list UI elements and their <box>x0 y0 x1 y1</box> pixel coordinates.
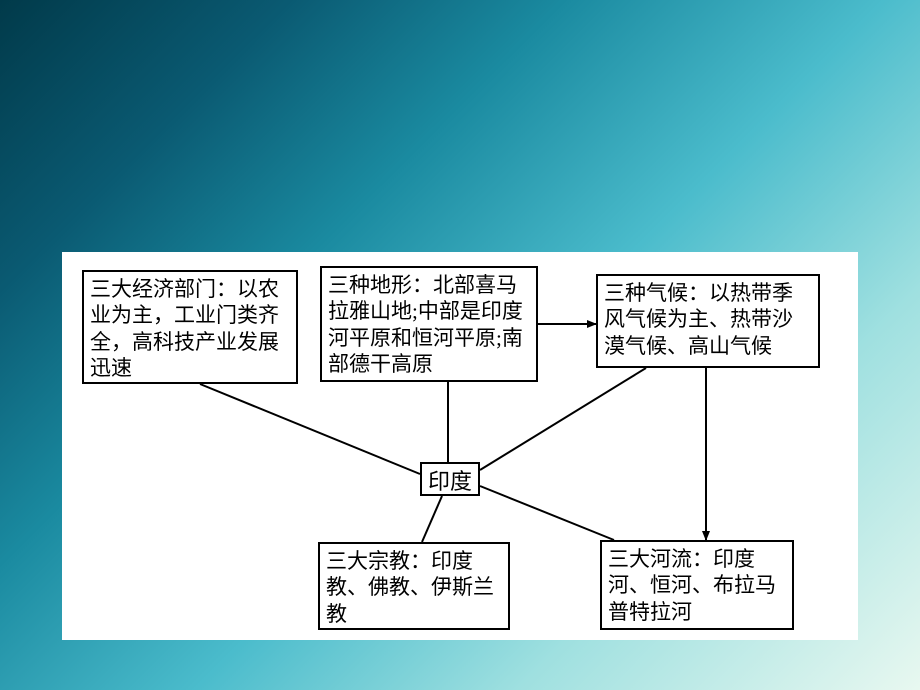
node-religion: 三大宗教：印度教、佛教、伊斯兰教 <box>318 542 510 630</box>
diagram-panel: 印度 三大经济部门：以农业为主，工业门类齐全，高科技产业发展迅速 三种地形：北部… <box>62 252 858 640</box>
node-economy: 三大经济部门：以农业为主，工业门类齐全，高科技产业发展迅速 <box>82 270 298 384</box>
slide-background: 印度 三大经济部门：以农业为主，工业门类齐全，高科技产业发展迅速 三种地形：北部… <box>0 0 920 690</box>
node-terrain: 三种地形：北部喜马拉雅山地;中部是印度河平原和恒河平原;南部德干高原 <box>320 266 538 382</box>
node-center: 印度 <box>420 462 480 496</box>
node-climate: 三种气候：以热带季风气候为主、热带沙漠气候、高山气候 <box>596 274 820 368</box>
node-rivers: 三大河流：印度河、恒河、布拉马普特拉河 <box>600 540 794 630</box>
